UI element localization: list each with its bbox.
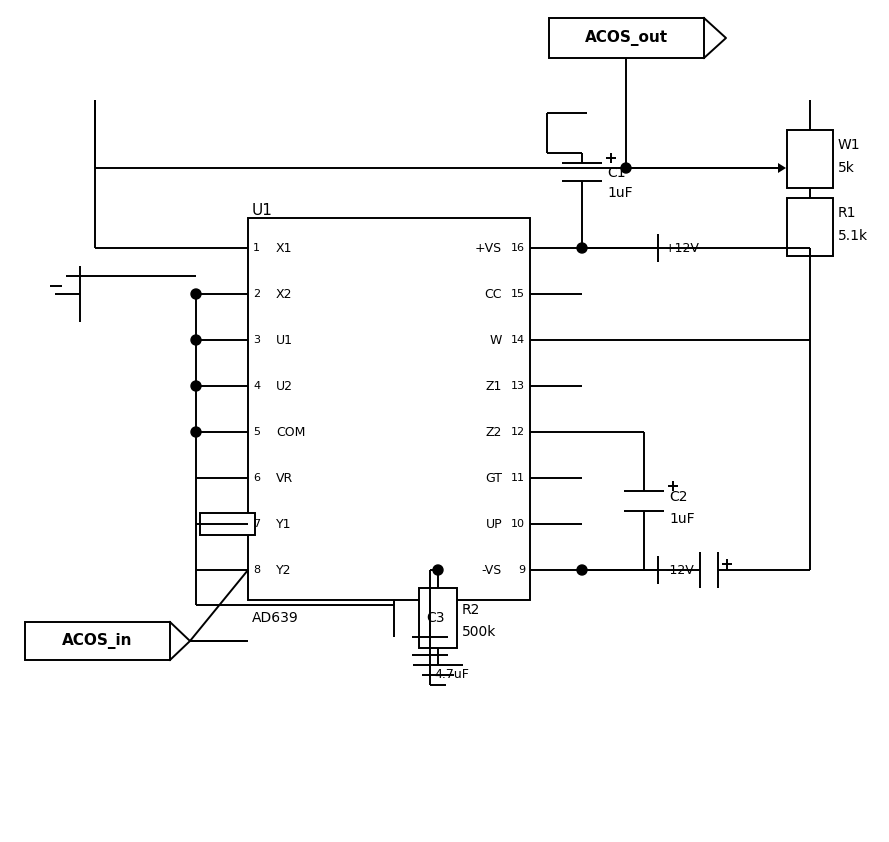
Bar — [248, 218, 530, 600]
Text: 3: 3 — [253, 335, 260, 345]
Text: AD639: AD639 — [252, 611, 299, 625]
Text: VR: VR — [276, 472, 293, 484]
Text: 2: 2 — [253, 289, 260, 299]
Text: 4.7uF: 4.7uF — [434, 669, 469, 681]
Text: 7: 7 — [253, 519, 260, 529]
Circle shape — [577, 565, 587, 575]
Circle shape — [191, 427, 201, 437]
Text: 5: 5 — [253, 427, 260, 437]
Text: C3: C3 — [426, 611, 444, 625]
Text: U2: U2 — [276, 380, 293, 392]
Text: U1: U1 — [252, 202, 273, 217]
Text: W: W — [490, 333, 502, 347]
Text: ACOS_out: ACOS_out — [584, 30, 668, 46]
Text: 1: 1 — [253, 243, 260, 253]
Text: 5.1k: 5.1k — [838, 229, 869, 243]
Circle shape — [191, 335, 201, 345]
Bar — [25, 622, 170, 660]
Bar — [787, 130, 833, 188]
Bar — [419, 588, 457, 648]
Text: GT: GT — [485, 472, 502, 484]
Text: 10: 10 — [511, 519, 525, 529]
Text: 500k: 500k — [462, 625, 496, 639]
Text: ACOS_in: ACOS_in — [61, 633, 132, 649]
Polygon shape — [778, 163, 786, 173]
Text: 12: 12 — [511, 427, 525, 437]
Text: COM: COM — [276, 425, 306, 439]
Text: C1: C1 — [607, 166, 626, 180]
Text: +12V: +12V — [665, 242, 700, 254]
Text: 8: 8 — [253, 565, 260, 575]
Text: 6: 6 — [253, 473, 260, 483]
Text: 5k: 5k — [838, 161, 855, 175]
Circle shape — [191, 289, 201, 299]
Text: 14: 14 — [511, 335, 525, 345]
Text: 1uF: 1uF — [669, 512, 694, 526]
Text: +VS: +VS — [475, 242, 502, 254]
Text: X1: X1 — [276, 242, 292, 254]
Text: C2: C2 — [669, 490, 687, 504]
Text: UP: UP — [485, 518, 502, 530]
Text: W1: W1 — [838, 138, 861, 152]
Bar — [549, 18, 704, 58]
Text: 13: 13 — [511, 381, 525, 391]
Text: R1: R1 — [838, 206, 856, 220]
Text: -12V: -12V — [665, 563, 693, 577]
Text: 1uF: 1uF — [607, 186, 633, 200]
Circle shape — [433, 565, 443, 575]
Circle shape — [621, 163, 631, 173]
Text: Y2: Y2 — [276, 563, 292, 577]
Text: 11: 11 — [511, 473, 525, 483]
Circle shape — [577, 243, 587, 253]
Text: U1: U1 — [276, 333, 293, 347]
Text: R2: R2 — [462, 603, 480, 617]
Text: 4: 4 — [253, 381, 260, 391]
Text: 15: 15 — [511, 289, 525, 299]
Text: Y1: Y1 — [276, 518, 292, 530]
Text: 16: 16 — [511, 243, 525, 253]
Circle shape — [191, 381, 201, 391]
Text: Z2: Z2 — [485, 425, 502, 439]
Text: -VS: -VS — [482, 563, 502, 577]
Text: Z1: Z1 — [485, 380, 502, 392]
Bar — [200, 513, 255, 535]
Bar — [787, 198, 833, 256]
Text: CC: CC — [485, 287, 502, 301]
Text: 9: 9 — [518, 565, 525, 575]
Text: X2: X2 — [276, 287, 292, 301]
